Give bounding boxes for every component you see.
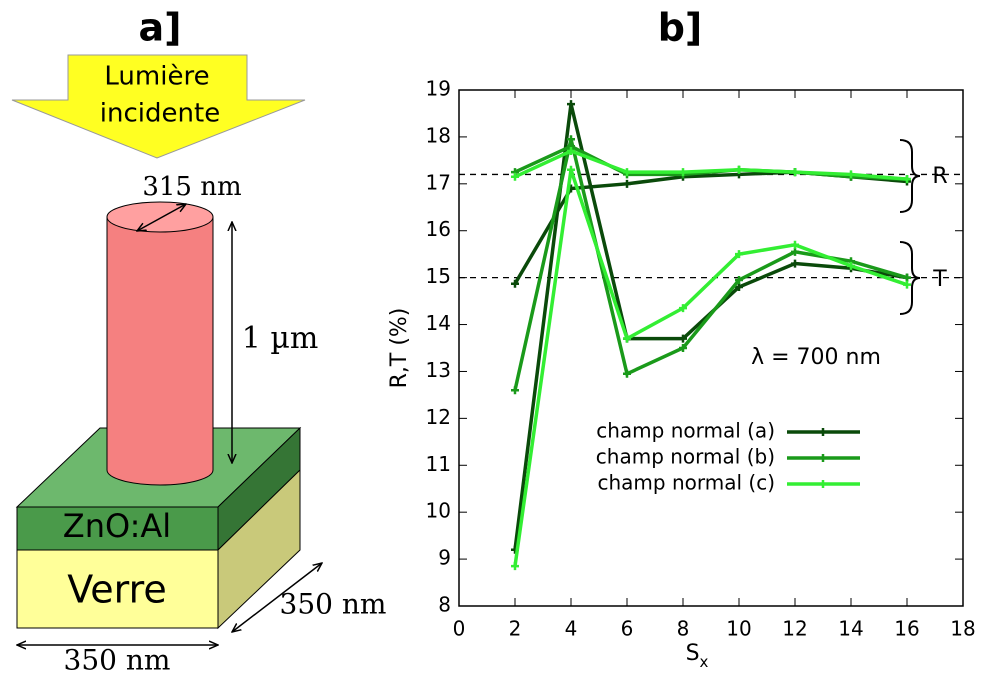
data-point bbox=[791, 168, 799, 177]
data-point bbox=[567, 135, 575, 144]
width-label: 350 nm bbox=[64, 644, 171, 677]
y-tick-label: 17 bbox=[426, 170, 451, 194]
chart-title: b] bbox=[658, 6, 703, 50]
series-line bbox=[513, 138, 908, 391]
legend-label: champ normal (a) bbox=[596, 419, 775, 443]
data-point bbox=[511, 172, 519, 181]
data-point bbox=[791, 240, 799, 249]
x-tick-label: 16 bbox=[894, 617, 919, 641]
light-arrow bbox=[11, 54, 306, 159]
data-point bbox=[511, 279, 519, 288]
layer-label: ZnO:Al bbox=[63, 507, 171, 545]
x-tick-label: 10 bbox=[726, 617, 751, 641]
x-tick-label: 0 bbox=[453, 617, 466, 641]
x-tick-label: 8 bbox=[677, 617, 690, 641]
x-tick-label: 18 bbox=[950, 617, 975, 641]
data-point bbox=[903, 273, 911, 282]
data-point bbox=[623, 334, 631, 343]
x-axis-label-main: S bbox=[686, 641, 700, 666]
data-point bbox=[623, 369, 631, 378]
y-tick-label: 12 bbox=[426, 405, 451, 429]
plot-frame bbox=[458, 89, 964, 607]
data-point bbox=[511, 386, 519, 395]
y-tick-label: 19 bbox=[426, 77, 451, 101]
data-point bbox=[735, 250, 743, 259]
y-tick-label: 16 bbox=[426, 217, 451, 241]
y-tick-label: 10 bbox=[426, 499, 451, 523]
nanowire bbox=[106, 216, 214, 486]
t-label: T bbox=[932, 267, 947, 292]
data-point bbox=[679, 334, 687, 343]
legend-label: champ normal (c) bbox=[598, 471, 776, 495]
data-point bbox=[679, 344, 687, 352]
nanowire-top bbox=[106, 201, 214, 233]
x-tick-label: 2 bbox=[509, 617, 522, 641]
r-label: R bbox=[932, 164, 947, 189]
data-point bbox=[903, 280, 911, 289]
x-tick-label: 14 bbox=[838, 617, 863, 641]
data-point bbox=[623, 168, 631, 177]
x-axis-label-sub: x bbox=[700, 653, 709, 671]
y-tick-label: 18 bbox=[426, 123, 451, 147]
diameter-arrow bbox=[137, 204, 186, 231]
data-point bbox=[735, 283, 743, 292]
y-tick-label: 8 bbox=[438, 593, 451, 617]
data-point bbox=[567, 100, 575, 109]
light-label: incidente bbox=[100, 99, 220, 129]
substrate-front bbox=[16, 549, 219, 629]
data-point bbox=[847, 261, 855, 270]
legend-marker bbox=[819, 428, 827, 436]
height-label: 1 µm bbox=[242, 321, 319, 356]
data-point bbox=[735, 165, 743, 174]
data-point bbox=[903, 175, 911, 184]
y-tick-label: 15 bbox=[426, 264, 451, 288]
x-tick-label: 6 bbox=[621, 617, 634, 641]
annotation: λ = 700 nm bbox=[751, 345, 881, 370]
data-point bbox=[567, 165, 575, 174]
panel-b: b] R,T (%) λ = 700 nm R T 8 9 10 11 12 13 14 15… bbox=[387, 6, 976, 671]
diameter-label: 315 nm bbox=[142, 172, 241, 202]
y-tick-label: 11 bbox=[426, 452, 451, 476]
panel-title: a] bbox=[138, 6, 181, 50]
x-axis-label: Sx bbox=[686, 641, 709, 671]
series-line bbox=[513, 169, 908, 567]
legend-marker bbox=[819, 480, 827, 488]
depth-label: 350 nm bbox=[280, 588, 387, 621]
data-point bbox=[567, 146, 575, 155]
data-point bbox=[679, 168, 687, 177]
y-tick-label: 13 bbox=[426, 358, 451, 382]
panel-a: a] Lumière incidente ZnO:Al Verre 315 nm… bbox=[11, 6, 387, 677]
legend-marker bbox=[819, 454, 827, 462]
y-axis-label: R,T (%) bbox=[387, 308, 412, 389]
series-line bbox=[514, 149, 908, 181]
legend-label: champ normal (b) bbox=[596, 445, 775, 469]
r-brace bbox=[899, 139, 921, 213]
t-brace bbox=[899, 241, 921, 315]
data-point bbox=[791, 259, 799, 268]
x-tick-label: 12 bbox=[782, 617, 807, 641]
y-tick-label: 9 bbox=[438, 546, 451, 570]
x-tick-label: 4 bbox=[565, 617, 578, 641]
light-label: Lumière bbox=[104, 62, 209, 92]
substrate-label: Verre bbox=[67, 568, 167, 612]
data-point bbox=[679, 304, 687, 313]
data-point bbox=[847, 170, 855, 179]
data-point bbox=[735, 275, 743, 284]
y-tick-label: 14 bbox=[426, 311, 451, 335]
depth-arrow bbox=[232, 563, 322, 632]
layer-front bbox=[16, 506, 219, 551]
data-point bbox=[791, 247, 799, 256]
data-point bbox=[623, 179, 631, 188]
data-point bbox=[511, 562, 519, 571]
